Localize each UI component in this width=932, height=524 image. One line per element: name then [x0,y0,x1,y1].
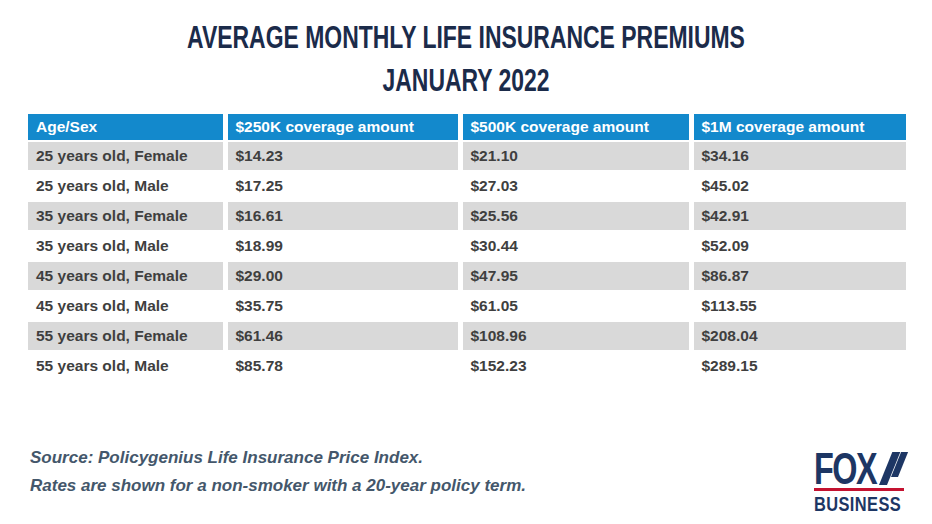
table-cell: $86.87 [691,261,906,291]
table-cell: $47.95 [460,261,691,291]
row-label: 35 years old, Male [28,231,225,261]
table-cell: $42.91 [691,201,906,231]
table-cell: $108.96 [460,321,691,351]
table-row: 55 years old, Female $61.46 $108.96 $208… [28,321,906,351]
header-cell-1m: $1M coverage amount [691,114,906,141]
row-label: 45 years old, Male [28,291,225,321]
row-label: 25 years old, Male [28,171,225,201]
fox-logo-top: FOX [814,452,906,486]
source-block: Source: Policygenius Life Insurance Pric… [30,444,526,500]
table-row: 25 years old, Male $17.25 $27.03 $45.02 [28,171,906,201]
table-cell: $85.78 [225,351,460,381]
table-row: 35 years old, Female $16.61 $25.56 $42.9… [28,201,906,231]
premiums-table: Age/Sex $250K coverage amount $500K cove… [28,114,906,382]
table-cell: $29.00 [225,261,460,291]
fox-business-logo: FOX BUSINESS [814,452,906,516]
source-line: Source: Policygenius Life Insurance Pric… [30,444,526,472]
table-cell: $52.09 [691,231,906,261]
table-cell: $30.44 [460,231,691,261]
page-title: AVERAGE MONTHLY LIFE INSURANCE PREMIUMS [121,20,811,56]
table-cell: $34.16 [691,141,906,171]
table-cell: $289.15 [691,351,906,381]
table-cell: $25.56 [460,201,691,231]
table-cell: $113.55 [691,291,906,321]
table-cell: $208.04 [691,321,906,351]
table-cell: $27.03 [460,171,691,201]
table-cell: $18.99 [225,231,460,261]
table-cell: $45.02 [691,171,906,201]
table-row: 35 years old, Male $18.99 $30.44 $52.09 [28,231,906,261]
table-cell: $21.10 [460,141,691,171]
row-label: 45 years old, Female [28,261,225,291]
header-cell-age-sex: Age/Sex [28,114,225,141]
row-label: 25 years old, Female [28,141,225,171]
title-block: AVERAGE MONTHLY LIFE INSURANCE PREMIUMS … [0,20,932,99]
page-subtitle: JANUARY 2022 [121,63,811,99]
business-logo-text: BUSINESS [814,493,901,516]
fox-logo-text: FOX [814,452,876,485]
table-cell: $61.46 [225,321,460,351]
row-label: 35 years old, Female [28,201,225,231]
table-row: 25 years old, Female $14.23 $21.10 $34.1… [28,141,906,171]
header-cell-250k: $250K coverage amount [225,114,460,141]
header-cell-500k: $500K coverage amount [460,114,691,141]
table-cell: $16.61 [225,201,460,231]
table-row: 55 years old, Male $85.78 $152.23 $289.1… [28,351,906,381]
footnote-line: Rates are shown for a non-smoker with a … [30,472,526,500]
table-row: 45 years old, Male $35.75 $61.05 $113.55 [28,291,906,321]
searchlight-beams-icon [879,452,898,485]
row-label: 55 years old, Female [28,321,225,351]
table-row: 45 years old, Female $29.00 $47.95 $86.8… [28,261,906,291]
table-cell: $35.75 [225,291,460,321]
infographic-canvas: AVERAGE MONTHLY LIFE INSURANCE PREMIUMS … [0,0,932,524]
table-cell: $61.05 [460,291,691,321]
table-cell: $152.23 [460,351,691,381]
table-cell: $17.25 [225,171,460,201]
table-header-row: Age/Sex $250K coverage amount $500K cove… [28,114,906,141]
row-label: 55 years old, Male [28,351,225,381]
table-cell: $14.23 [225,141,460,171]
